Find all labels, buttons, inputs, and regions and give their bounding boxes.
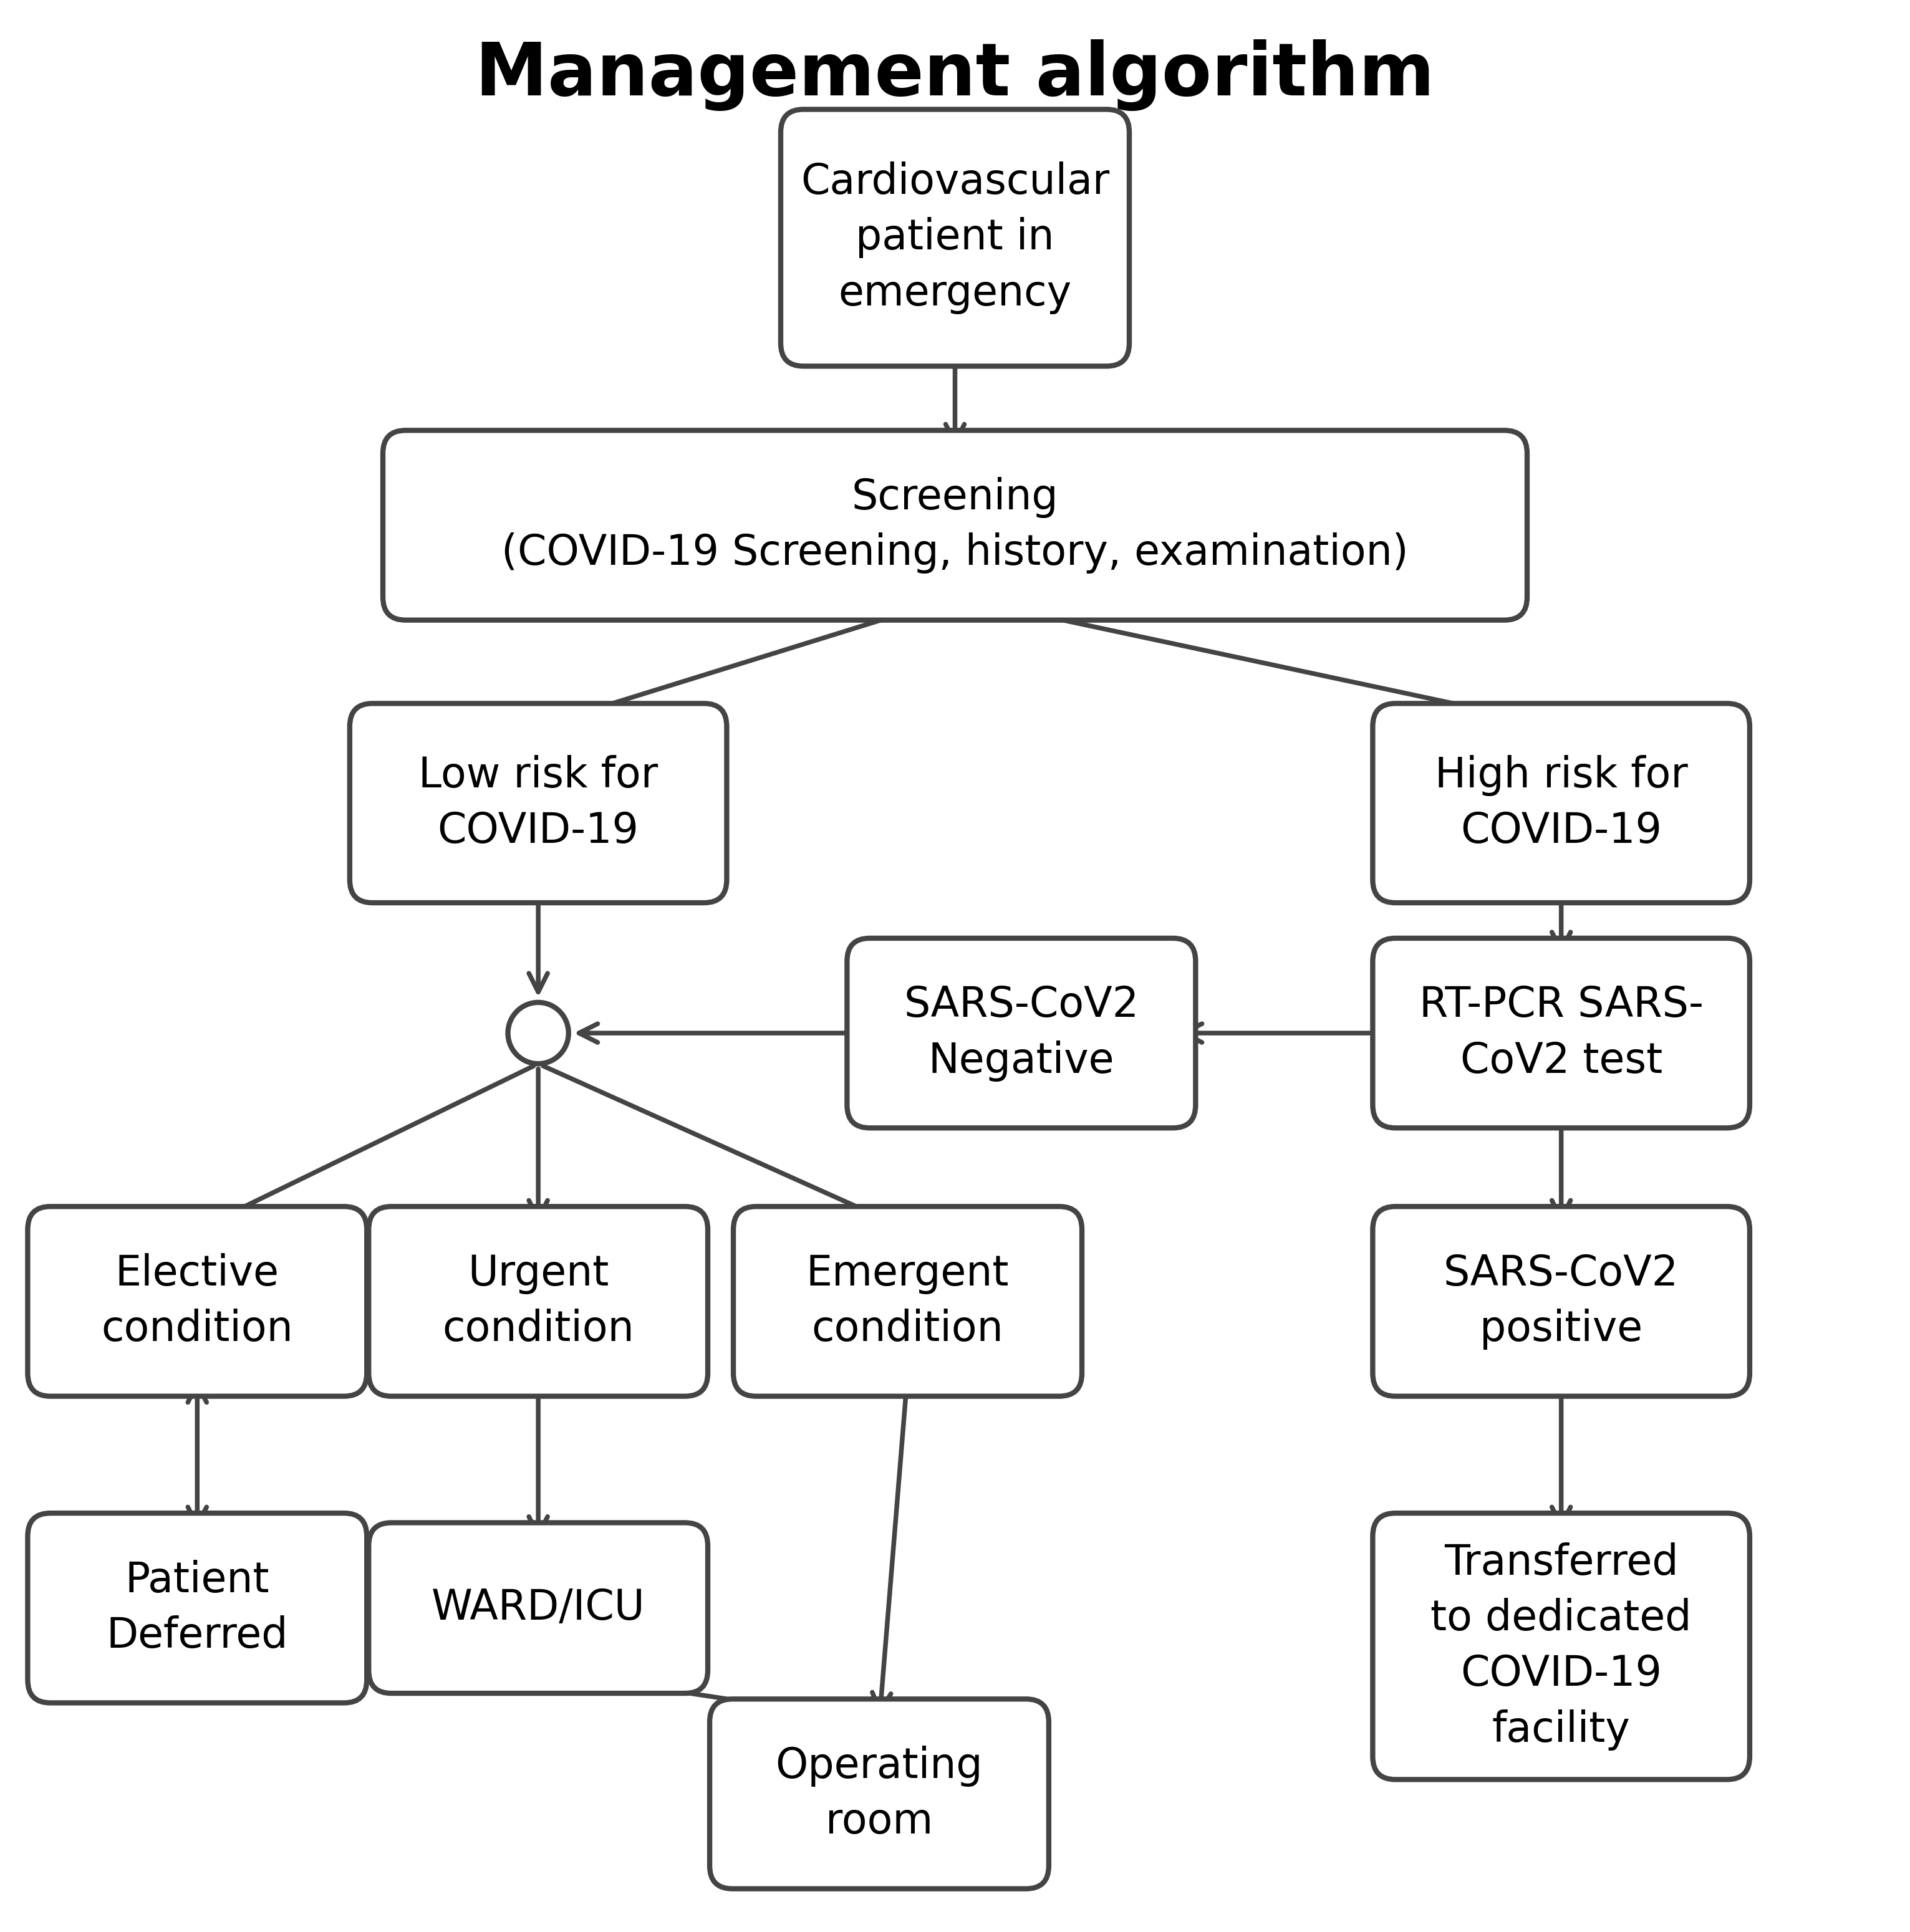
FancyBboxPatch shape <box>27 1206 367 1397</box>
Text: WARD/ICU: WARD/ICU <box>432 1588 646 1629</box>
FancyBboxPatch shape <box>733 1206 1081 1397</box>
Text: Cardiovascular
patient in
emergency: Cardiovascular patient in emergency <box>800 162 1110 315</box>
Text: Emergent
condition: Emergent condition <box>806 1254 1008 1350</box>
FancyBboxPatch shape <box>369 1522 709 1692</box>
FancyBboxPatch shape <box>1373 1206 1750 1397</box>
Text: SARS-CoV2
positive: SARS-CoV2 positive <box>1444 1254 1679 1350</box>
Text: SARS-CoV2
Negative: SARS-CoV2 Negative <box>903 985 1138 1082</box>
FancyBboxPatch shape <box>1373 939 1750 1128</box>
Text: Elective
condition: Elective condition <box>101 1254 294 1350</box>
FancyBboxPatch shape <box>382 431 1528 620</box>
Text: Patient
Deferred: Patient Deferred <box>107 1559 288 1656</box>
Text: High risk for
COVID-19: High risk for COVID-19 <box>1434 755 1688 852</box>
FancyBboxPatch shape <box>350 703 726 902</box>
FancyBboxPatch shape <box>711 1698 1049 1889</box>
Text: Urgent
condition: Urgent condition <box>443 1254 634 1350</box>
Text: Transferred
to dedicated
COVID-19
facility: Transferred to dedicated COVID-19 facili… <box>1431 1542 1692 1750</box>
FancyBboxPatch shape <box>27 1513 367 1702</box>
FancyBboxPatch shape <box>1373 703 1750 902</box>
Text: Operating
room: Operating room <box>775 1745 984 1843</box>
FancyBboxPatch shape <box>781 110 1129 367</box>
FancyBboxPatch shape <box>846 939 1196 1128</box>
Text: Screening
(COVID-19 Screening, history, examination): Screening (COVID-19 Screening, history, … <box>502 477 1408 574</box>
FancyBboxPatch shape <box>1373 1513 1750 1779</box>
Circle shape <box>508 1003 569 1065</box>
Text: Management algorithm: Management algorithm <box>476 39 1434 110</box>
Text: Low risk for
COVID-19: Low risk for COVID-19 <box>418 755 657 852</box>
Text: RT-PCR SARS-
CoV2 test: RT-PCR SARS- CoV2 test <box>1419 985 1704 1082</box>
FancyBboxPatch shape <box>369 1206 709 1397</box>
